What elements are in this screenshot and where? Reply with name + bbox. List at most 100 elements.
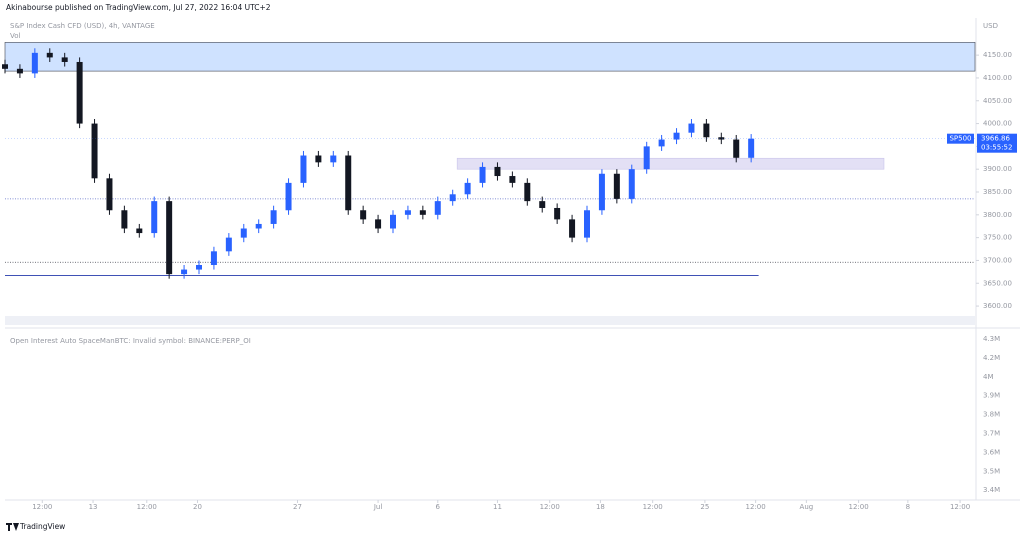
y-tick-label: 3750.00 (983, 234, 1012, 242)
x-tick-label: 12:00 (32, 503, 52, 511)
candle-body (464, 182, 471, 195)
candle-body (330, 155, 337, 163)
x-tick-label: 12:00 (746, 503, 766, 511)
candle-body (748, 138, 755, 158)
y-tick-label: 4150.00 (983, 51, 1012, 59)
candle-body (2, 64, 8, 69)
candle-body (196, 265, 202, 270)
candle-body (554, 207, 561, 220)
candle-body (315, 155, 322, 163)
x-tick-label: 12:00 (950, 503, 970, 511)
zone (4, 42, 976, 72)
candle-body (166, 201, 173, 275)
x-tick-label: 11 (493, 503, 502, 511)
symbol-tag (947, 133, 974, 144)
candle-body (106, 178, 113, 211)
candle-body (613, 173, 620, 199)
candle-body (419, 210, 426, 215)
candle-body (509, 176, 516, 183)
candle-body (539, 201, 546, 208)
candle-body (345, 155, 352, 211)
oi-tick-label: 3.8M (983, 411, 1000, 419)
candle-body (151, 201, 158, 234)
oi-title: Open Interest Auto SpaceManBTC: Invalid … (10, 337, 251, 345)
candle-body (61, 57, 68, 62)
y-tick-label: 3850.00 (983, 188, 1012, 196)
candle-body (91, 123, 98, 179)
x-tick-label: 12:00 (849, 503, 869, 511)
oi-tick-label: 3.5M (983, 467, 1000, 475)
countdown: 03:55:52 (981, 144, 1012, 152)
last-price-label: 3966.86 (981, 135, 1010, 143)
candle-body (375, 219, 382, 229)
oi-tick-label: 3.7M (983, 430, 1000, 438)
candle-body (524, 182, 531, 202)
candle-body (121, 210, 128, 229)
x-tick-label: Jul (373, 503, 383, 511)
logo (6, 523, 19, 531)
x-tick-label: Aug (800, 503, 814, 511)
candle-body (479, 166, 486, 183)
oi-tick-label: 4M (983, 373, 994, 381)
x-tick-label: 20 (193, 503, 202, 511)
x-tick-label: 18 (596, 503, 605, 511)
chart-title: S&P Index Cash CFD (USD), 4h, VANTAGE (10, 22, 155, 30)
candle-body (434, 201, 441, 215)
x-tick-label: 27 (293, 503, 302, 511)
x-tick-label: 6 (436, 503, 441, 511)
x-tick-label: 25 (700, 503, 709, 511)
candle-body (285, 182, 292, 211)
candle-body (494, 166, 501, 177)
oi-tick-label: 4.2M (983, 354, 1000, 362)
candle-body (136, 228, 143, 234)
candle-body (703, 123, 710, 138)
candle-body (628, 169, 635, 199)
x-tick-label: 12:00 (137, 503, 157, 511)
candle-body (240, 228, 247, 238)
x-tick-label: 12:00 (540, 503, 560, 511)
y-tick-label: 4100.00 (983, 74, 1012, 82)
candle-body (643, 146, 650, 170)
candle-body (210, 251, 217, 266)
candle-body (181, 269, 188, 275)
candle-body (31, 52, 38, 74)
candle-body (733, 139, 740, 158)
oi-tick-label: 3.9M (983, 392, 1000, 400)
candle-body (76, 61, 83, 124)
candle-body (584, 210, 590, 238)
symbol-label: SP500 (949, 135, 971, 143)
candle-body (360, 210, 367, 220)
candle-body (255, 223, 262, 229)
y-tick-label: 3650.00 (983, 279, 1012, 287)
plot-area: 3600.00 3650.00 3700.00 3750.00 3800.00 3850.… (2, 42, 1017, 511)
candle-body (658, 139, 665, 147)
y-tick-label: 3700.00 (983, 256, 1012, 264)
y-tick-label: 3800.00 (983, 211, 1012, 219)
candle-body (569, 219, 576, 238)
price-tag (977, 133, 1017, 153)
x-tick-label: 8 (906, 503, 910, 511)
currency: USD (983, 22, 998, 30)
candle-body (225, 237, 232, 252)
candle-body (688, 123, 695, 133)
candle-body (46, 52, 53, 58)
candle-body (449, 194, 456, 202)
footer-brand: TradingView (19, 522, 65, 531)
candle-body (300, 155, 307, 183)
y-tick-label: 4000.00 (983, 120, 1012, 128)
candle-body (404, 210, 411, 215)
indicator-band (5, 316, 975, 325)
oi-tick-label: 3.6M (983, 448, 1000, 456)
y-tick-label: 4050.00 (983, 97, 1012, 105)
candle-body (718, 137, 725, 140)
oi-tick-label: 4.3M (983, 335, 1000, 343)
oi-tick-label: 3.4M (983, 486, 1000, 494)
zone (456, 157, 885, 170)
y-tick-label: 3600.00 (983, 302, 1012, 310)
candle-body (16, 68, 23, 74)
candle-body (270, 210, 277, 224)
x-tick-label: 12:00 (643, 503, 663, 511)
x-tick-label: 13 (89, 503, 98, 511)
candle-body (598, 173, 605, 211)
